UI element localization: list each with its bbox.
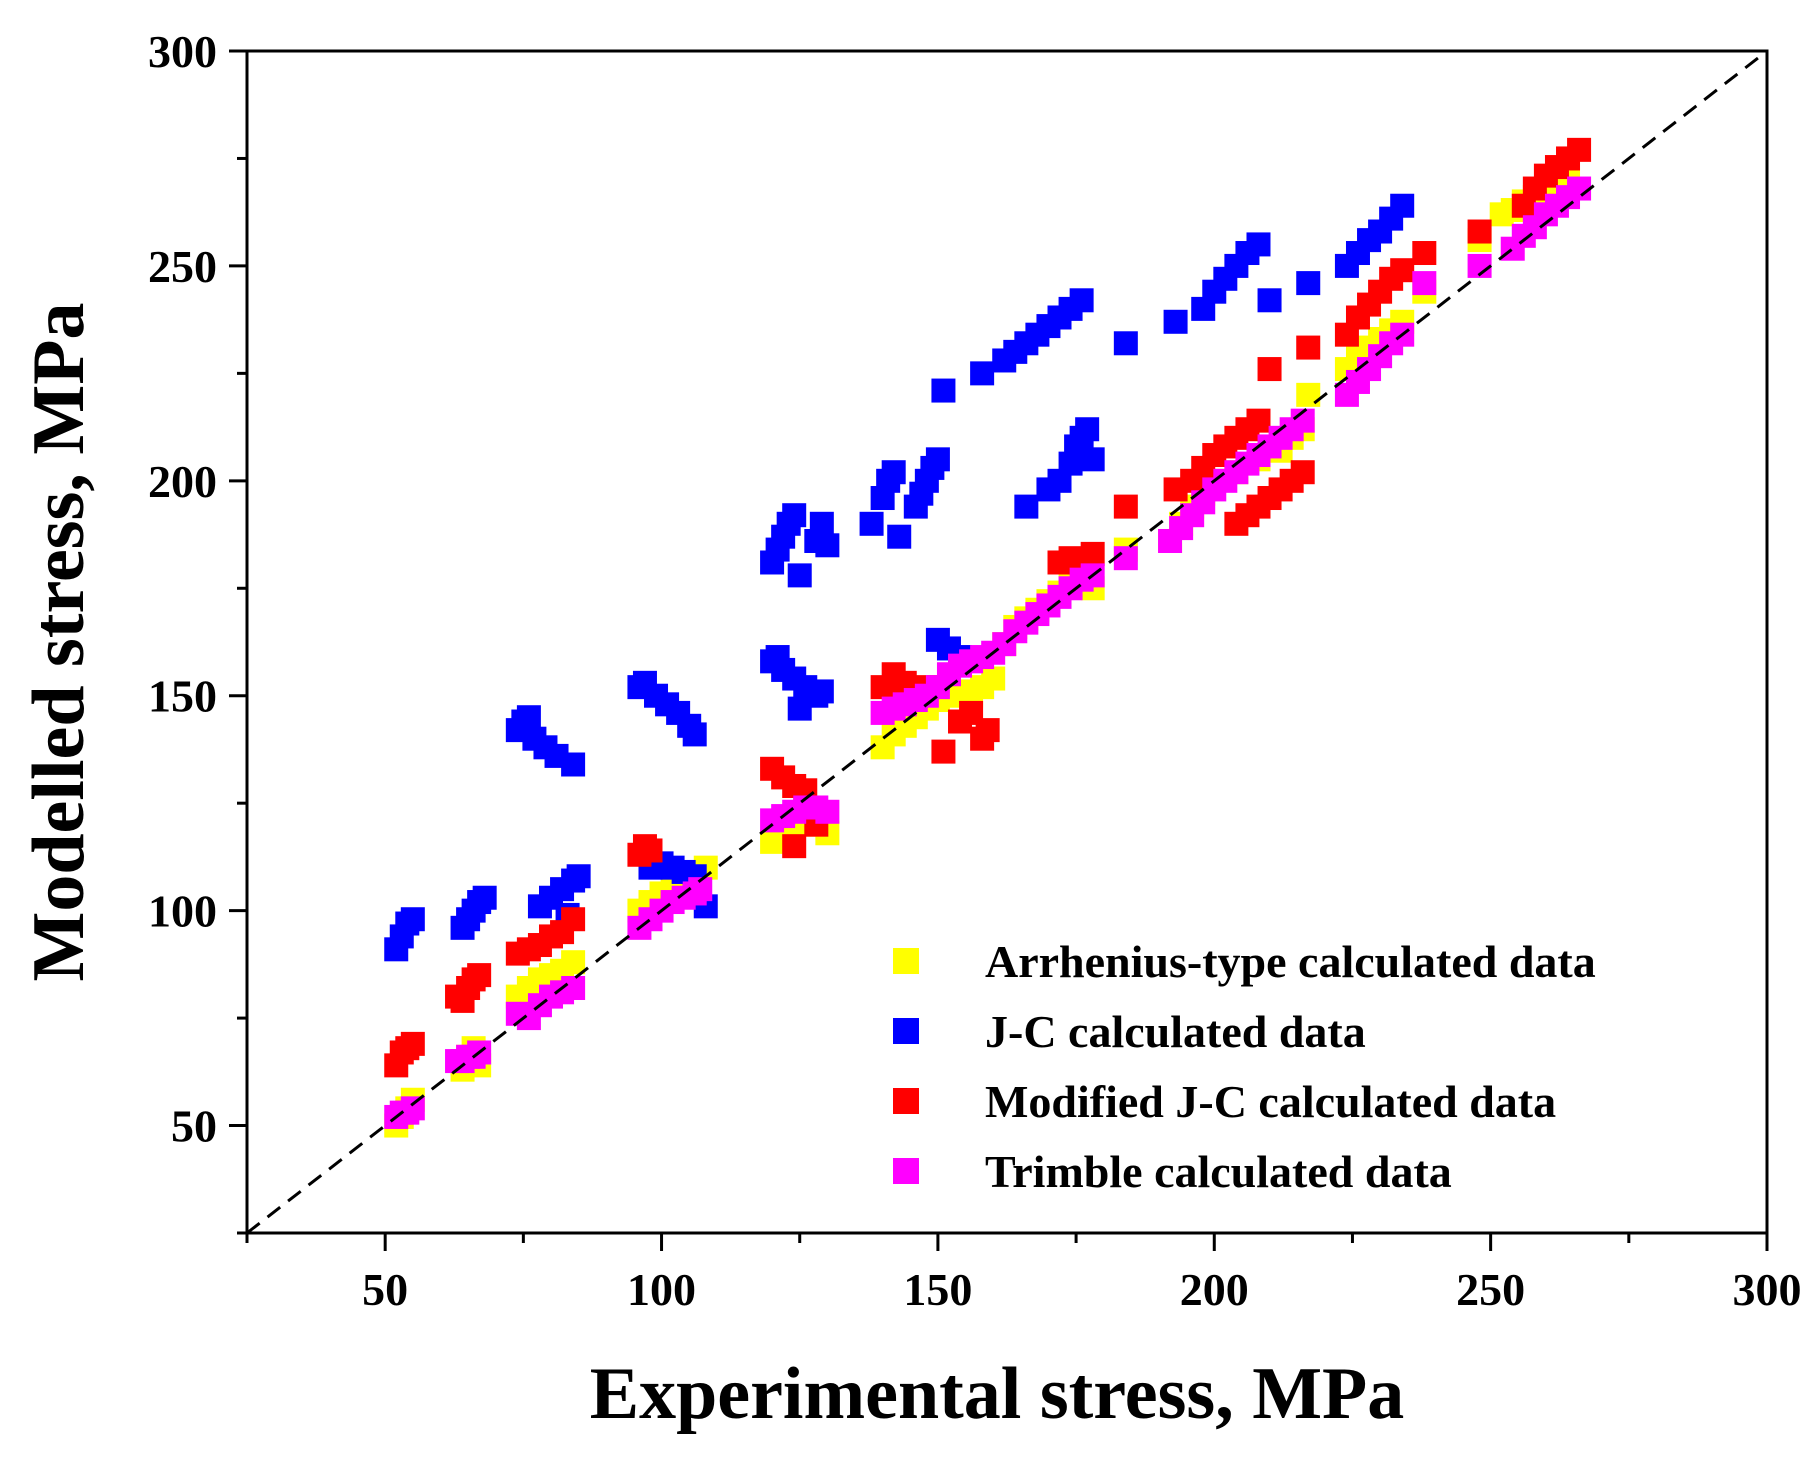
data-point: [881, 460, 906, 485]
data-point: [887, 524, 912, 549]
x-tick-label: 300: [1733, 1264, 1802, 1315]
data-point: [787, 563, 812, 588]
data-point: [1290, 460, 1315, 485]
y-tick-label: 50: [171, 1101, 217, 1152]
data-point: [1080, 541, 1105, 566]
x-tick-label: 50: [362, 1264, 408, 1315]
data-point: [472, 885, 497, 910]
legend: Arrhenius-type calculated data J-C calcu…: [893, 936, 1596, 1197]
data-point: [561, 950, 586, 975]
data-point: [859, 511, 884, 536]
data-point: [787, 696, 812, 721]
data-point: [1246, 232, 1271, 257]
x-tick-label: 150: [903, 1264, 972, 1315]
data-point: [566, 864, 591, 889]
data-point: [1014, 494, 1039, 519]
legend-label-modified-jc: Modified J-C calculated data: [985, 1076, 1556, 1127]
legend-marker-trimble: [893, 1158, 919, 1184]
data-point: [1467, 219, 1492, 244]
reference-line-y-equals-x: [246, 49, 1768, 1235]
data-point: [1246, 408, 1271, 433]
data-point: [815, 799, 840, 824]
data-point: [1113, 331, 1138, 356]
data-point: [975, 718, 1000, 743]
y-tick-label: 150: [148, 671, 217, 722]
x-tick-label: 100: [627, 1264, 696, 1315]
data-point: [1390, 258, 1415, 283]
x-axis-title: Experimental stress, MPa: [590, 1353, 1405, 1435]
legend-marker-jc: [893, 1018, 919, 1044]
data-point: [400, 907, 425, 932]
data-point: [561, 976, 586, 1001]
data-point: [1058, 546, 1083, 571]
data-point: [1412, 271, 1437, 296]
legend-label-jc: J-C calculated data: [985, 1006, 1366, 1057]
y-tick-label: 100: [148, 886, 217, 937]
data-point: [1075, 417, 1100, 442]
data-point: [931, 739, 956, 764]
axis-ticks: [229, 49, 1769, 1251]
plot-frame: [245, 49, 1769, 1235]
data-point: [1567, 176, 1592, 201]
data-point: [782, 503, 807, 528]
data-point: [638, 838, 663, 863]
data-point: [561, 752, 586, 777]
data-point: [809, 511, 834, 536]
data-point: [1069, 288, 1094, 313]
data-point: [782, 834, 807, 859]
data-point: [981, 666, 1006, 691]
y-tick-label: 200: [148, 456, 217, 507]
legend-label-arrhenius: Arrhenius-type calculated data: [985, 936, 1596, 987]
data-point: [1113, 494, 1138, 519]
data-point: [1080, 447, 1105, 472]
data-point: [1257, 288, 1282, 313]
data-point: [467, 963, 492, 988]
data-point: [1296, 382, 1321, 407]
data-point: [925, 447, 950, 472]
x-tick-label: 250: [1456, 1264, 1525, 1315]
y-axis-title: Modelled stress, MPa: [18, 303, 100, 982]
data-point: [1296, 271, 1321, 296]
data-point: [1113, 546, 1138, 571]
legend-marker-modified-jc: [893, 1088, 919, 1114]
legend-label-trimble: Trimble calculated data: [985, 1146, 1452, 1197]
data-point: [1163, 309, 1188, 334]
axis-tick-labels: 50 100 150 200 250 300 50 100 150 200 250 300: [148, 26, 1802, 1315]
data-point: [1257, 357, 1282, 382]
data-point: [1296, 335, 1321, 360]
data-point: [400, 1031, 425, 1056]
data-point: [1412, 241, 1437, 266]
data-point: [400, 1096, 425, 1121]
x-tick-label: 200: [1180, 1264, 1249, 1315]
data-point: [809, 679, 834, 704]
data-point: [561, 907, 586, 932]
series-3: [384, 176, 1592, 1129]
data-point: [516, 705, 541, 730]
legend-marker-arrhenius: [893, 948, 919, 974]
data-point: [815, 533, 840, 558]
data-point: [682, 722, 707, 747]
data-point: [970, 361, 995, 386]
series-1: [384, 193, 1415, 962]
data-point: [931, 378, 956, 403]
y-tick-label: 300: [148, 26, 217, 77]
data-point: [1390, 193, 1415, 218]
data-point: [1567, 137, 1592, 162]
y-tick-label: 250: [148, 241, 217, 292]
